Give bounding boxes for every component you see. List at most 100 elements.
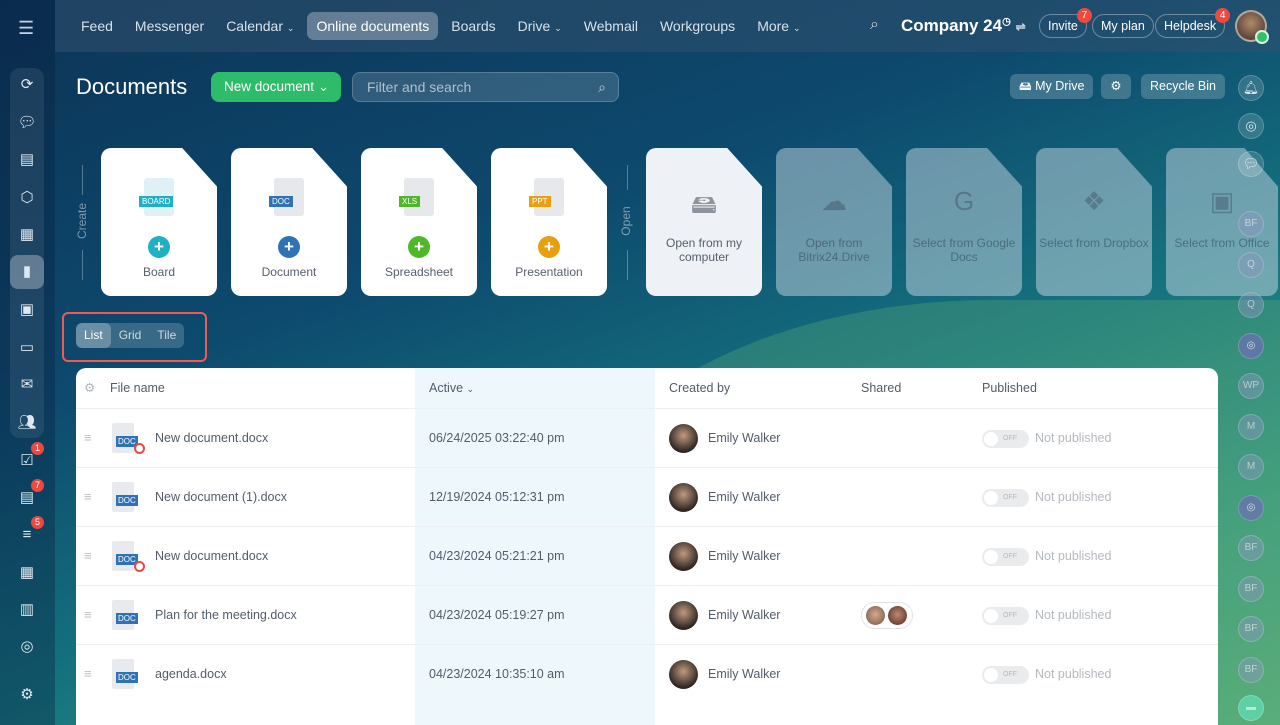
column-published[interactable]: Published	[982, 381, 1037, 395]
file-name[interactable]: agenda.docx	[155, 667, 227, 681]
file-name[interactable]: Plan for the meeting.docx	[155, 608, 297, 622]
view-tile[interactable]: Tile	[157, 328, 177, 342]
sidebar-target-icon[interactable]: ◎	[20, 638, 34, 655]
user-avatar[interactable]	[1235, 10, 1269, 44]
sidebar-chat-icon[interactable]: 💬︎	[17, 114, 37, 131]
sidebar-store-icon[interactable]: ▥	[19, 601, 35, 618]
right-avatar[interactable]: BF	[1238, 656, 1264, 683]
sidebar-hexagon-icon[interactable]: ⬡	[20, 189, 34, 206]
sidebar-drive-icon[interactable]: ▭	[19, 339, 35, 356]
sidebar-boards-icon[interactable]: ▣	[19, 301, 35, 318]
column-active[interactable]: Active ⌄	[429, 368, 474, 408]
creator-name[interactable]: Emily Walker	[708, 608, 781, 622]
nav-feed[interactable]: Feed	[81, 18, 113, 34]
publish-toggle[interactable]: OFF	[982, 548, 1029, 566]
nav-online-documents[interactable]: Online documents	[307, 12, 439, 40]
file-name[interactable]: New document.docx	[155, 431, 269, 445]
right-avatar[interactable]: M	[1238, 413, 1264, 440]
copilot-icon[interactable]: ◎	[1238, 113, 1264, 139]
publish-toggle[interactable]: OFF	[982, 489, 1029, 507]
helpdesk-button[interactable]: Helpdesk 4	[1155, 8, 1231, 38]
creator-name[interactable]: Emily Walker	[708, 490, 781, 504]
search-icon[interactable]: ⌕	[598, 79, 606, 95]
open-card-2[interactable]: ☁ Open from Bitrix24.Drive	[776, 148, 892, 296]
view-grid[interactable]: Grid	[118, 328, 142, 342]
create-card-document[interactable]: DOC + Document	[231, 148, 347, 296]
nav-workgroups[interactable]: Workgroups	[659, 18, 736, 34]
right-avatar[interactable]: Q	[1238, 251, 1264, 278]
nav-messenger[interactable]: Messenger	[134, 18, 205, 34]
right-avatar[interactable]: BF	[1238, 211, 1264, 237]
create-card-presentation[interactable]: PPT + Presentation	[491, 148, 607, 296]
recycle-bin-button[interactable]: Recycle Bin	[1141, 74, 1225, 99]
table-row[interactable]: ≡ DOC New document.docx 06/24/2025 03:22:40…	[76, 408, 1218, 467]
plus-icon[interactable]: +	[278, 236, 300, 258]
hamburger-icon[interactable]: ☰	[18, 18, 35, 38]
column-settings-icon[interactable]: ⚙	[84, 381, 96, 395]
invite-button[interactable]: Invite 7	[1039, 8, 1092, 38]
my-plan-button[interactable]: My plan	[1092, 14, 1154, 38]
file-name[interactable]: New document.docx	[155, 549, 269, 563]
settings-sliders-icon[interactable]: ⇌	[1015, 20, 1026, 34]
sidebar-documents-icon[interactable]: ▮	[10, 255, 44, 289]
creator-avatar[interactable]	[669, 542, 698, 571]
publish-toggle[interactable]: OFF	[982, 666, 1029, 684]
right-avatar[interactable]: BF	[1238, 575, 1264, 602]
group-chat-icon[interactable]: ◎	[1238, 494, 1264, 521]
sidebar-settings-icon[interactable]: ⚙	[20, 686, 34, 703]
bell-icon[interactable]: 🔔︎	[1238, 75, 1264, 101]
sidebar-mail-icon[interactable]: ✉	[20, 376, 34, 393]
nav-drive[interactable]: Drive ⌄	[509, 12, 571, 40]
right-avatar[interactable]: Q	[1238, 292, 1264, 318]
chat-bubble-icon[interactable]: ▬	[1238, 695, 1264, 721]
creator-name[interactable]: Emily Walker	[708, 667, 781, 681]
shared-users[interactable]	[861, 602, 913, 629]
sidebar-news-icon[interactable]: ▤	[19, 151, 35, 168]
creator-avatar[interactable]	[669, 601, 698, 630]
open-card-4[interactable]: ❖ Select from Dropbox	[1036, 148, 1152, 296]
sidebar-schedule-icon[interactable]: ▦	[19, 564, 35, 581]
plus-icon[interactable]: +	[538, 236, 560, 258]
table-row[interactable]: ≡ DOC New document (1).docx 12/19/2024 05:1…	[76, 467, 1218, 526]
open-card-1[interactable]: 🖴︎ Open from my computer	[646, 148, 762, 296]
nav-more[interactable]: More ⌄	[748, 12, 809, 40]
right-avatar[interactable]: WP	[1238, 373, 1264, 399]
sidebar-crm-icon[interactable]: ▤ 7	[14, 479, 44, 511]
group-chat-icon[interactable]: ◎	[1238, 332, 1264, 359]
creator-avatar[interactable]	[669, 424, 698, 453]
sidebar-calendar-icon[interactable]: ▦	[19, 226, 35, 243]
search-icon[interactable]: ⌕	[870, 16, 879, 33]
right-avatar[interactable]: BF	[1238, 535, 1264, 561]
publish-toggle[interactable]: OFF	[982, 607, 1029, 625]
table-row[interactable]: ≡ DOC New document.docx 04/23/2024 05:21:21…	[76, 526, 1218, 585]
creator-avatar[interactable]	[669, 483, 698, 512]
new-document-button[interactable]: New document ⌄	[211, 72, 341, 102]
nav-calendar[interactable]: Calendar ⌄	[217, 12, 303, 40]
plus-icon[interactable]: +	[408, 236, 430, 258]
sidebar-funnel-icon[interactable]: ≡ 5	[14, 516, 44, 548]
drag-handle-icon[interactable]: ≡	[84, 607, 92, 622]
create-card-board[interactable]: BOARD + Board	[101, 148, 217, 296]
creator-avatar[interactable]	[669, 660, 698, 689]
chat-icon[interactable]: 💬︎	[1238, 151, 1264, 177]
search-input[interactable]: Filter and search ⌕	[352, 72, 619, 102]
sidebar-tasks-icon[interactable]: ☑ 1	[14, 442, 44, 474]
settings-button[interactable]: ⚙	[1101, 74, 1131, 99]
create-card-spreadsheet[interactable]: XLS + Spreadsheet	[361, 148, 477, 296]
sidebar-groups-icon[interactable]: 👥︎	[17, 414, 37, 431]
column-created-by[interactable]: Created by	[669, 381, 731, 395]
drag-handle-icon[interactable]: ≡	[84, 489, 92, 504]
drag-handle-icon[interactable]: ≡	[84, 548, 92, 563]
nav-webmail[interactable]: Webmail	[583, 18, 638, 34]
creator-name[interactable]: Emily Walker	[708, 431, 781, 445]
drag-handle-icon[interactable]: ≡	[84, 666, 92, 681]
publish-toggle[interactable]: OFF	[982, 430, 1029, 448]
open-card-3[interactable]: G Select from Google Docs	[906, 148, 1022, 296]
column-file-name[interactable]: File name	[110, 381, 165, 395]
table-row[interactable]: ≡ DOC agenda.docx 04/23/2024 10:35:10 am Emi…	[76, 644, 1218, 703]
sidebar-feed-icon[interactable]: ⟳	[20, 76, 34, 93]
view-list[interactable]: List	[76, 323, 111, 348]
right-avatar[interactable]: M	[1238, 454, 1264, 480]
table-row[interactable]: ≡ DOC Plan for the meeting.docx 04/23/2024 …	[76, 585, 1218, 644]
file-name[interactable]: New document (1).docx	[155, 490, 288, 504]
